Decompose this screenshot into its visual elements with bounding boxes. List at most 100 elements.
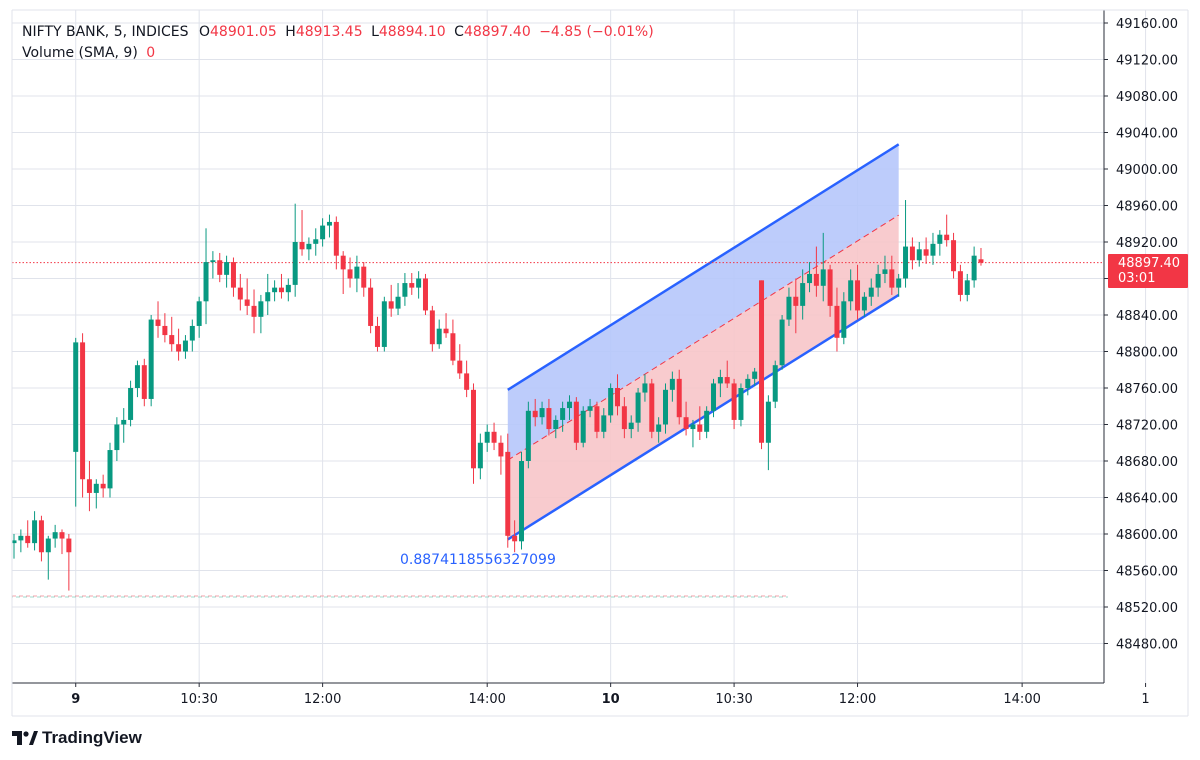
candle[interactable] [169,316,175,352]
candle[interactable] [155,301,161,338]
channel-lower-line[interactable] [507,293,900,541]
candle[interactable] [813,246,819,297]
candle[interactable] [292,203,298,297]
candle[interactable] [615,374,621,416]
candle[interactable] [299,210,305,256]
candle[interactable] [827,264,833,317]
candle[interactable] [457,344,463,379]
candle[interactable] [272,280,278,302]
candle[interactable] [868,278,874,306]
candle[interactable] [861,292,867,317]
candle[interactable] [663,383,669,434]
candle[interactable] [525,401,531,469]
candle[interactable] [374,316,380,352]
candle[interactable] [642,374,648,402]
candle[interactable] [203,228,209,325]
candle[interactable] [470,383,476,484]
candle[interactable] [80,333,86,498]
candle[interactable] [450,319,456,366]
candle[interactable] [704,406,710,439]
candle[interactable] [491,422,497,451]
candle[interactable] [944,214,950,247]
candle[interactable] [38,515,44,562]
candle[interactable] [313,228,319,256]
candle[interactable] [429,305,435,352]
candle[interactable] [320,218,326,247]
candle[interactable] [916,242,922,267]
candle[interactable] [697,406,703,441]
channel-upper-line[interactable] [507,143,900,391]
candle[interactable] [971,246,977,288]
candle[interactable] [244,278,250,316]
candle[interactable] [395,283,401,315]
candle[interactable] [59,529,65,555]
candle[interactable] [361,262,367,297]
candle[interactable] [189,319,195,352]
candle[interactable] [86,461,92,512]
candle[interactable] [594,401,600,439]
candle[interactable] [909,237,915,270]
candle[interactable] [11,534,17,559]
candle[interactable] [518,451,524,550]
candle[interactable] [635,388,641,432]
candle[interactable] [484,424,490,452]
volume-label[interactable]: Volume (SMA, 9) [22,45,138,61]
candle[interactable] [841,292,847,345]
candle[interactable] [409,273,415,295]
candle[interactable] [800,269,806,320]
candle[interactable] [759,280,765,450]
symbol-title[interactable]: NIFTY BANK, 5, INDICES [22,24,189,40]
candle[interactable] [855,264,861,320]
candle[interactable] [66,534,72,591]
candle[interactable] [731,378,737,430]
candle[interactable] [93,479,99,509]
candle[interactable] [333,216,339,270]
candle[interactable] [436,319,442,349]
candle[interactable] [532,398,538,427]
candlestick-series[interactable] [11,200,984,591]
candle[interactable] [134,360,140,398]
candle[interactable] [772,360,778,409]
candle[interactable] [717,369,723,398]
candle[interactable] [553,415,559,439]
candle[interactable] [368,278,374,334]
candle[interactable] [196,296,202,338]
candle[interactable] [498,435,504,475]
candle[interactable] [464,360,470,398]
candle[interactable] [162,313,168,343]
candle[interactable] [608,383,614,423]
candle[interactable] [786,287,792,326]
candle[interactable] [539,401,545,425]
candle[interactable] [628,415,634,439]
candle[interactable] [937,230,943,256]
candle[interactable] [669,371,675,402]
candle[interactable] [903,200,909,288]
candle[interactable] [100,474,106,498]
candle[interactable] [656,417,662,443]
candle[interactable] [224,255,230,288]
candle[interactable] [306,237,312,261]
candle[interactable] [278,273,284,299]
candle[interactable] [745,374,751,396]
candle[interactable] [176,328,182,361]
candle[interactable] [52,524,58,548]
candle[interactable] [848,269,854,311]
candle[interactable] [807,262,813,293]
candle[interactable] [820,232,826,302]
candle[interactable] [752,367,758,387]
candle[interactable] [354,255,360,293]
candle[interactable] [237,273,243,311]
candle[interactable] [32,511,38,551]
candle[interactable] [621,397,627,439]
candle[interactable] [957,264,963,302]
candle[interactable] [443,313,449,338]
candle[interactable] [265,273,271,315]
candle[interactable] [964,273,970,302]
candle[interactable] [765,395,771,471]
candle[interactable] [121,408,127,443]
candle[interactable] [566,395,572,420]
candle[interactable] [560,401,566,432]
candle[interactable] [388,284,394,317]
candle[interactable] [690,419,696,448]
regression-channel[interactable]: 0.8874118556327099 [400,143,900,568]
